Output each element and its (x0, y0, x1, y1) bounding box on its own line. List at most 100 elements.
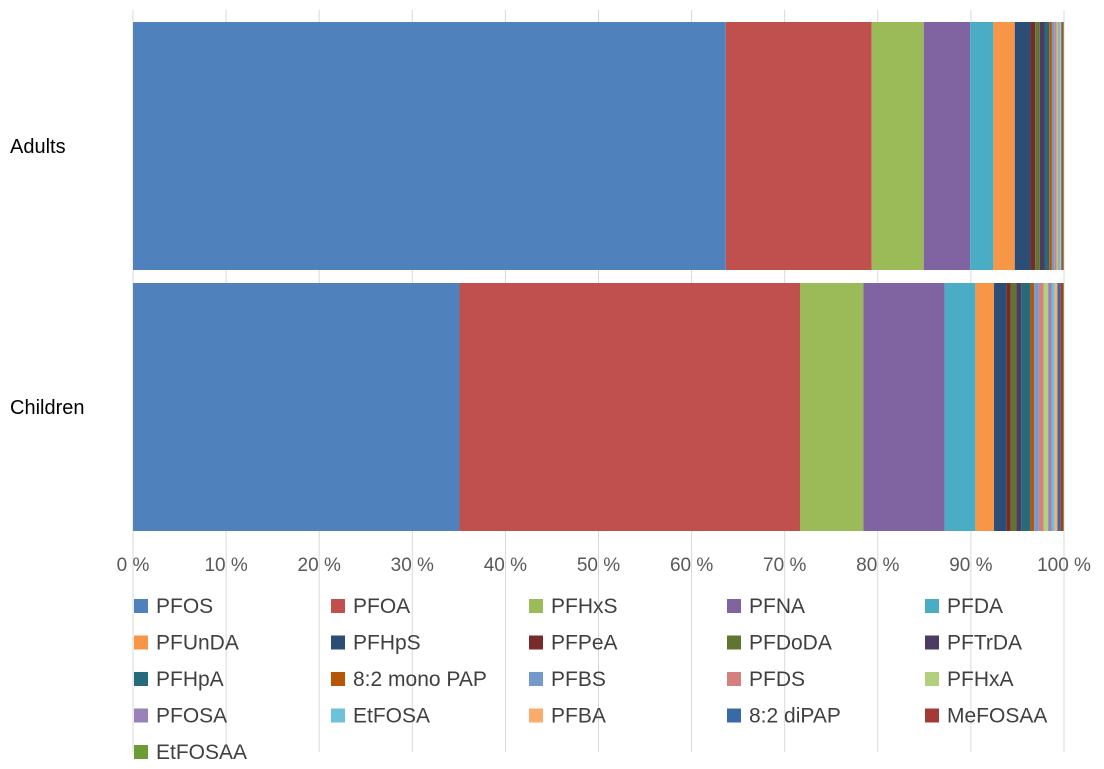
legend-swatch (331, 635, 345, 650)
bar-segment (1021, 283, 1031, 531)
bar-segment (1063, 283, 1064, 531)
x-axis-tick-labels: 0 % 10 % 20 % 30 % 40 % 50 % 60 % 70 % 80 % 90 % 1… (117, 555, 1091, 576)
legend-swatch (134, 635, 148, 650)
bars (133, 22, 1064, 531)
legend-label: PFHpA (156, 668, 224, 691)
x-tick-label: 70 % (763, 555, 806, 576)
bar-segment (1030, 283, 1035, 531)
x-tick-label: 60 % (670, 555, 713, 576)
bar-segment (1039, 22, 1045, 270)
legend-item: PFDS (727, 668, 805, 691)
legend-item: PFDoDA (727, 632, 832, 655)
legend-label: PFDA (947, 595, 1003, 618)
bar-segment (1038, 283, 1044, 531)
legend-item: PFHpA (134, 668, 224, 691)
bar-segment (975, 283, 995, 531)
bar-segment (1054, 22, 1057, 270)
legend-label: PFHxS (551, 595, 618, 618)
legend-swatch (727, 599, 741, 613)
legend-item: PFHxS (529, 595, 618, 618)
bar-segment (1010, 283, 1017, 531)
bar-segment (1006, 283, 1011, 531)
legend-swatch (331, 672, 345, 686)
bar-segment (1062, 22, 1064, 270)
legend-label: PFOS (156, 595, 213, 618)
bar-segment (1051, 22, 1055, 270)
bar-segment (1043, 283, 1049, 531)
bar-segment (1034, 283, 1039, 531)
bar-segment (863, 283, 945, 531)
legend-item: PFHxA (925, 668, 1014, 691)
bar-segment (133, 22, 726, 270)
legend-label: PFDS (749, 668, 805, 691)
legend-label: 8:2 diPAP (749, 705, 841, 728)
legend-item: PFDA (925, 595, 1003, 618)
bar-segment (1016, 283, 1022, 531)
legend-label: PFTrDA (947, 632, 1022, 655)
bar-segment (1049, 22, 1052, 270)
x-tick-label: 50 % (577, 555, 620, 576)
bar-segment (1058, 22, 1060, 270)
legend-label: PFHpS (353, 632, 421, 655)
legend-label: PFDoDA (749, 632, 832, 655)
bar-segment (133, 283, 460, 531)
bar-segment (970, 22, 994, 270)
bar-segment (1044, 22, 1050, 270)
bar-segment (1059, 22, 1061, 270)
bar-segment (1048, 283, 1052, 531)
bar-segment (1063, 22, 1064, 270)
legend-swatch (925, 708, 939, 723)
legend-label: PFUnDA (156, 632, 239, 655)
legend-label: PFHxA (947, 668, 1014, 691)
legend-label: EtFOSAA (156, 741, 247, 764)
legend-item: 8:2 mono PAP (331, 668, 487, 691)
legend-swatch (134, 745, 148, 759)
bar-segment (871, 22, 924, 270)
legend-label: PFBS (551, 668, 606, 691)
bar-segment (1014, 22, 1031, 270)
legend-item: PFOS (134, 595, 213, 618)
bar-segment (1057, 283, 1061, 531)
legend-swatch (529, 599, 543, 613)
bar-segment (944, 283, 976, 531)
legend-item: PFOA (331, 595, 410, 618)
x-tick-label: 100 % (1037, 555, 1091, 576)
legend-item: PFBS (529, 668, 606, 691)
x-tick-label: 90 % (949, 555, 992, 576)
x-tick-label: 30 % (391, 555, 434, 576)
x-tick-label: 10 % (204, 555, 247, 576)
legend-swatch (925, 599, 939, 613)
bar-segment (923, 22, 971, 270)
legend-item: EtFOSAA (134, 741, 247, 764)
legend: PFOS PFOA PFHxS PFNA PFDA PFUnDA PFHpS PFPeA PFD… (134, 595, 1047, 764)
legend-item: PFOSA (134, 705, 227, 728)
legend-item: PFTrDA (925, 632, 1022, 655)
legend-swatch (727, 708, 741, 723)
legend-item: PFUnDA (134, 632, 239, 655)
bar-segment (725, 22, 872, 270)
legend-swatch (134, 708, 148, 723)
bar-segment (1060, 22, 1062, 270)
legend-item: MeFOSAA (925, 705, 1047, 728)
legend-label: PFOA (353, 595, 410, 618)
x-tick-label: 40 % (484, 555, 527, 576)
legend-swatch (331, 708, 345, 723)
bar-segment (993, 22, 1015, 270)
legend-swatch (529, 635, 543, 650)
legend-swatch (529, 672, 543, 686)
legend-swatch (134, 599, 148, 613)
legend-swatch (727, 672, 741, 686)
legend-swatch (134, 672, 148, 686)
x-tick-label: 0 % (117, 555, 150, 576)
x-tick-label: 80 % (856, 555, 899, 576)
legend-item: PFNA (727, 595, 805, 618)
bar-segment (1035, 22, 1040, 270)
bar-segment (459, 283, 800, 531)
legend-label: MeFOSAA (947, 705, 1047, 728)
legend-item: PFBA (529, 705, 606, 728)
legend-label: PFNA (749, 595, 805, 618)
legend-swatch (925, 672, 939, 686)
bar-segment (1051, 283, 1055, 531)
bar-segment (799, 283, 864, 531)
x-tick-label: 20 % (298, 555, 341, 576)
